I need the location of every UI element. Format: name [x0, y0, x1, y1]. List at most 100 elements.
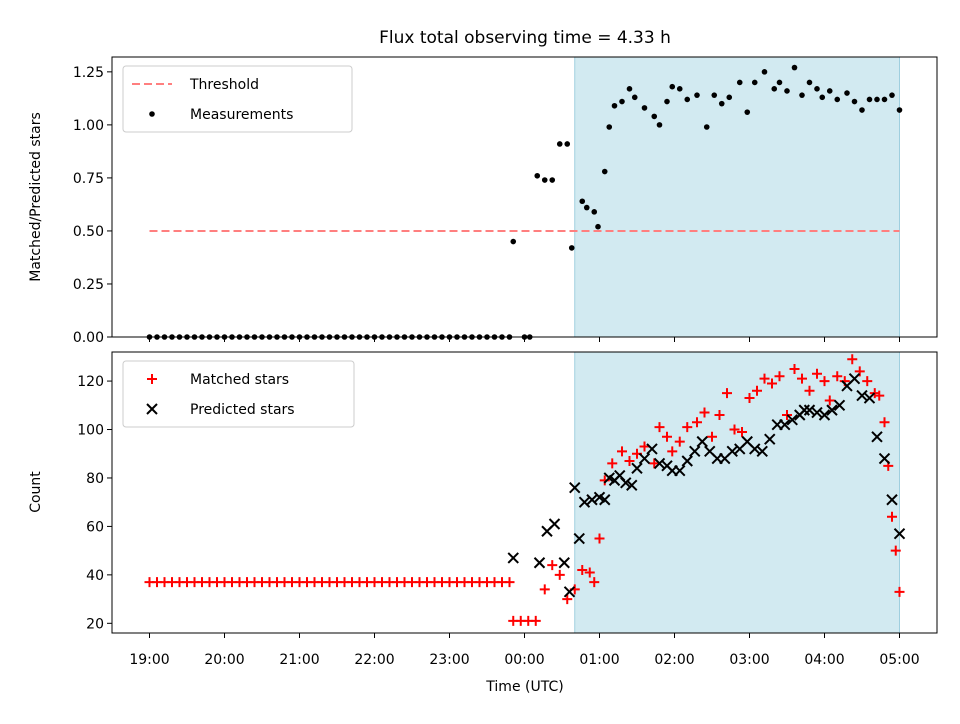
- legend-label: Measurements: [190, 107, 293, 123]
- predicted-stars-point: [848, 372, 861, 385]
- predicted-stars-point: [798, 404, 810, 416]
- predicted-stars-point: [646, 443, 658, 455]
- measurement-point: [664, 98, 670, 105]
- legend-measurement-swatch: [149, 111, 155, 117]
- matched-stars-point: [862, 376, 873, 387]
- legend-box: [122, 65, 353, 133]
- predicted-stars-point: [826, 404, 838, 416]
- x-tick-label: 05:00: [879, 652, 919, 668]
- x-tick-label: 22:00: [354, 652, 394, 668]
- predicted-stars-point: [674, 464, 686, 477]
- measurement-point: [564, 141, 571, 147]
- y-axis-label: Matched/Predicted stars: [28, 112, 44, 282]
- measurement-point: [826, 88, 833, 94]
- predicted-stars-point: [578, 496, 591, 508]
- measurement-point: [556, 141, 563, 147]
- measurement-point: [806, 79, 813, 86]
- measurement-point: [799, 92, 805, 98]
- matched-stars-point: [824, 395, 835, 406]
- observing-window: [574, 56, 900, 338]
- matched-stars-point: [577, 565, 588, 576]
- matched-stars-point: [847, 354, 858, 365]
- matched-stars-point: [894, 586, 905, 597]
- measurement-point: [606, 124, 613, 130]
- predicted-stars-point: [764, 433, 776, 445]
- measurement-point: [676, 86, 683, 92]
- matched-stars-point: [782, 409, 792, 420]
- measurement-point: [874, 96, 880, 103]
- matched-stars-point: [812, 368, 822, 379]
- matched-stars-point: [887, 511, 897, 522]
- matched-stars-point: [797, 373, 807, 384]
- predicted-stars-point: [631, 462, 643, 474]
- predicted-stars-point: [653, 457, 666, 470]
- legend: Threshold Measurements: [122, 65, 353, 133]
- matched-stars-point: [589, 577, 600, 588]
- predicted-stars-point: [871, 431, 883, 443]
- measurement-point: [651, 113, 658, 120]
- matched-stars-point: [699, 407, 710, 418]
- measurement-point: [834, 96, 841, 103]
- y-tick-label: 60: [86, 519, 104, 535]
- measurement-point: [619, 98, 625, 105]
- predicted-stars-point: [599, 494, 611, 506]
- y-tick-label: 120: [77, 374, 104, 390]
- predicted-stars-point: [689, 445, 701, 458]
- measurement-point: [771, 86, 778, 92]
- matched-stars-point: [554, 569, 565, 580]
- predicted-stars-point: [886, 494, 898, 506]
- matched-stars-point: [607, 458, 618, 469]
- predicted-stars-point: [756, 445, 768, 458]
- matched-stars-point: [594, 533, 605, 544]
- matched-stars-point: [682, 422, 693, 433]
- measurement-point: [591, 209, 598, 215]
- y-tick-label: 80: [86, 471, 104, 487]
- matched-stars-point: [879, 417, 890, 428]
- legend-label: Matched stars: [190, 372, 289, 388]
- matched-stars-point: [654, 422, 665, 433]
- predicted-stars-point: [681, 455, 693, 467]
- measurement-point: [751, 79, 758, 86]
- measurement-point: [844, 90, 850, 96]
- matched-stars-point: [744, 393, 755, 404]
- matched-stars-point: [639, 441, 650, 452]
- measurement-point: [583, 204, 590, 211]
- matched-stars-point: [767, 378, 777, 389]
- measurement-point: [626, 86, 633, 92]
- y-tick-label: 0.75: [73, 171, 104, 187]
- measurement-point: [568, 245, 575, 251]
- predicted-stars-point: [620, 477, 632, 489]
- legend-box: [122, 360, 355, 428]
- chart-title: Flux total observing time = 4.33 h: [379, 28, 671, 48]
- measurement-point: [814, 86, 820, 92]
- legend-matched-swatch: [147, 374, 157, 384]
- matched-stars-point: [774, 371, 785, 382]
- matched-stars-point: [759, 373, 770, 384]
- matched-stars-point: [729, 424, 740, 435]
- measurement-point: [510, 238, 517, 245]
- measurement-point: [549, 177, 556, 183]
- legend-label: Threshold: [189, 77, 259, 93]
- predicted-stars-point: [586, 494, 598, 506]
- measurement-point: [881, 96, 888, 103]
- predicted-stars-point: [726, 445, 738, 458]
- matched-stars-point: [752, 385, 762, 396]
- measurement-point: [601, 168, 608, 175]
- measurement-point: [726, 94, 733, 101]
- matched-stars-point: [547, 560, 558, 571]
- legend-label: Predicted stars: [190, 402, 295, 418]
- predicted-stars-point: [818, 409, 831, 421]
- predicted-stars-point: [533, 557, 546, 569]
- measurement-point: [595, 223, 601, 230]
- measurement-point: [791, 64, 798, 71]
- matched-stars-point: [737, 426, 747, 437]
- measurement-point: [711, 92, 718, 98]
- matched-stars-point: [667, 446, 678, 457]
- predicted-stars-point: [811, 406, 823, 419]
- predicted-stars-point: [893, 527, 906, 540]
- matched-stars-point: [789, 363, 800, 374]
- x-tick-label: 21:00: [279, 652, 319, 668]
- x-tick-label: 04:00: [804, 652, 844, 668]
- axes-frame: [111, 351, 938, 634]
